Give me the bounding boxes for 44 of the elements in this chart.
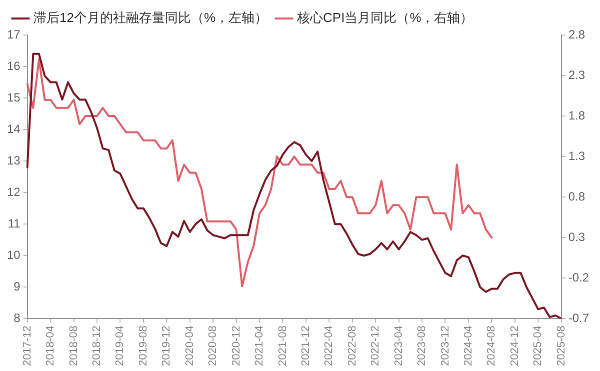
x-tick-label: 2018-04 bbox=[44, 326, 57, 366]
x-tick-label: 2018-08 bbox=[68, 326, 80, 366]
x-tick-label: 2018-12 bbox=[91, 326, 104, 366]
y-tick-label: 17 bbox=[6, 27, 21, 42]
x-tick-label: 2023-04 bbox=[392, 326, 405, 366]
y-tick-label: 10 bbox=[6, 248, 21, 262]
legend-label: 滞后12个月的社融存量同比（%，左轴） bbox=[34, 10, 268, 26]
x-tick-label: 2025-08 bbox=[555, 326, 568, 366]
legend-label: 核心CPI当月同比（%，右轴） bbox=[296, 10, 474, 26]
y-tick-label: 9 bbox=[14, 279, 21, 294]
x-tick-label: 2025-04 bbox=[532, 326, 544, 366]
x-tick-label: 2019-08 bbox=[137, 326, 150, 366]
x-tick-label: 2024-04 bbox=[462, 326, 474, 366]
y2-tick-label: 2.8 bbox=[568, 27, 586, 42]
x-tick-label: 2020-04 bbox=[184, 326, 196, 366]
y2-tick-label: 0.8 bbox=[568, 189, 586, 204]
x-tick-label: 2024-08 bbox=[486, 326, 498, 366]
y2-tick-label: 2.3 bbox=[568, 68, 586, 82]
y2-tick-label: 1.8 bbox=[568, 108, 586, 122]
x-tick-label: 2021-12 bbox=[300, 326, 312, 366]
x-tick-label: 2023-08 bbox=[416, 326, 428, 366]
x-tick-label: 2022-04 bbox=[323, 326, 336, 366]
x-tick-label: 2021-04 bbox=[254, 326, 266, 366]
x-tick-label: 2019-12 bbox=[160, 326, 173, 366]
y-tick-label: 14 bbox=[6, 122, 21, 136]
x-tick-label: 2022-08 bbox=[346, 326, 358, 366]
y2-tick-label: 1.3 bbox=[568, 148, 586, 163]
y-tick-label: 11 bbox=[8, 216, 21, 230]
x-tick-label: 2017-12 bbox=[21, 326, 34, 366]
y-tick-label: 16 bbox=[6, 58, 21, 73]
x-tick-label: 2020-08 bbox=[207, 326, 220, 366]
y-tick-label: 12 bbox=[6, 184, 21, 199]
y-tick-label: 15 bbox=[6, 90, 21, 104]
x-tick-label: 2023-12 bbox=[439, 326, 452, 366]
y-tick-label: 8 bbox=[14, 310, 21, 325]
x-tick-label: 2021-08 bbox=[276, 326, 289, 366]
y2-tick-label: -0.7 bbox=[568, 310, 590, 325]
y-tick-label: 13 bbox=[6, 153, 21, 168]
x-tick-label: 2022-12 bbox=[370, 326, 382, 366]
x-tick-label: 2020-12 bbox=[230, 326, 242, 366]
y2-tick-label: -0.2 bbox=[568, 270, 590, 284]
x-tick-label: 2024-12 bbox=[508, 326, 521, 366]
y2-tick-label: 0.3 bbox=[568, 230, 586, 244]
x-tick-label: 2019-04 bbox=[114, 326, 126, 366]
